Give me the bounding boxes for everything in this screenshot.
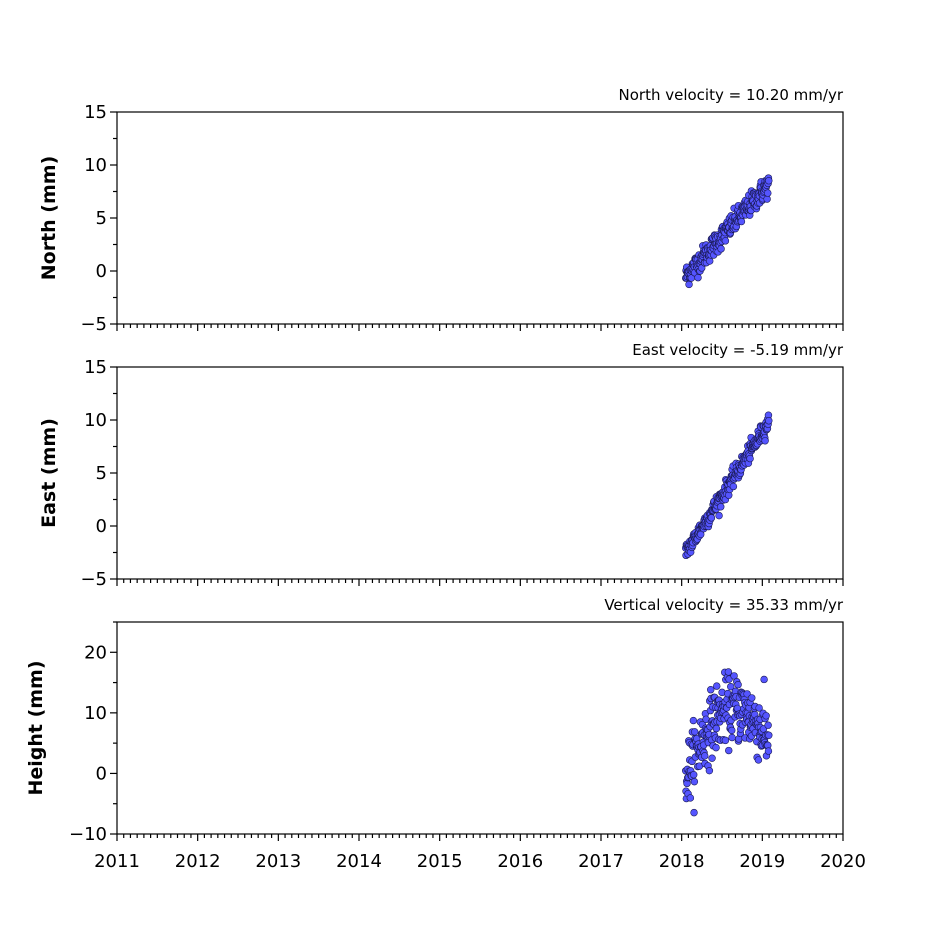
- data-point: [707, 686, 715, 694]
- x-tick-label: 2016: [497, 851, 543, 872]
- data-point: [694, 273, 702, 282]
- data-point: [761, 437, 769, 445]
- y-tick-label: 10: [84, 155, 107, 176]
- data-point: [737, 217, 746, 226]
- data-point: [721, 237, 730, 245]
- y-tick-label: 10: [84, 410, 107, 431]
- data-point: [734, 680, 742, 689]
- east-axes: −5 0 5 10 15: [80, 357, 844, 590]
- east-points: [681, 411, 773, 560]
- data-point: [764, 747, 773, 755]
- y-tick-label: 20: [84, 642, 107, 663]
- y-tick-label: 15: [84, 357, 107, 378]
- x-tick-label: 2012: [175, 851, 221, 872]
- x-tick-label: 2018: [659, 851, 705, 872]
- y-tick-label: −5: [80, 314, 107, 335]
- east-ylabel: East (mm): [38, 418, 60, 528]
- data-point: [686, 794, 695, 802]
- data-point: [743, 690, 751, 698]
- data-point: [715, 511, 723, 520]
- north-frame: [116, 111, 844, 325]
- data-point: [746, 454, 754, 463]
- y-tick-label: 5: [96, 463, 107, 484]
- y-tick-label: 0: [96, 261, 107, 282]
- data-point: [724, 668, 733, 676]
- north-axes: −5 0 5 10 15: [80, 102, 844, 335]
- data-point: [725, 746, 733, 755]
- data-point: [705, 766, 714, 775]
- data-point: [691, 728, 699, 736]
- data-point: [728, 733, 736, 742]
- y-tick-label: 0: [96, 763, 107, 784]
- data-point: [708, 754, 716, 762]
- x-tick-labels: 2011 2012 2013 2014 2015 2016 2017 2018 2019 2020: [94, 851, 866, 872]
- data-point: [765, 417, 773, 425]
- data-point: [717, 503, 725, 511]
- data-point: [764, 189, 772, 197]
- x-tick-label: 2013: [255, 851, 301, 872]
- height-axes: −10 0 10 20: [69, 621, 844, 845]
- data-point: [760, 675, 768, 684]
- data-point: [762, 712, 770, 720]
- y-tick-label: −10: [69, 824, 107, 845]
- north-velocity-title: North velocity = 10.20 mm/yr: [619, 86, 844, 104]
- height-panel: Vertical velocity = 35.33 mm/yr Height (…: [25, 596, 844, 845]
- east-panel: East velocity = -5.19 mm/yr East (mm) −5…: [38, 341, 844, 590]
- data-point: [765, 177, 773, 185]
- y-tick-label: −5: [80, 569, 107, 590]
- data-point: [765, 731, 773, 739]
- data-point: [701, 752, 709, 760]
- north-points: [681, 174, 773, 289]
- north-ylabel: North (mm): [38, 156, 60, 281]
- data-point: [748, 694, 756, 702]
- height-points: [681, 668, 773, 817]
- data-point: [721, 736, 730, 745]
- data-point: [690, 808, 698, 817]
- data-point: [727, 682, 735, 691]
- data-point: [755, 704, 763, 712]
- data-point: [706, 257, 714, 265]
- height-frame: [116, 621, 844, 835]
- data-point: [728, 726, 736, 735]
- y-tick-label: 10: [84, 703, 107, 724]
- data-point: [707, 514, 716, 522]
- x-tick-label: 2020: [820, 851, 866, 872]
- x-tick-label: 2011: [94, 851, 140, 872]
- height-ylabel: Height (mm): [25, 660, 47, 795]
- east-velocity-title: East velocity = -5.19 mm/yr: [632, 341, 844, 359]
- y-tick-label: 0: [96, 516, 107, 537]
- vertical-velocity-title: Vertical velocity = 35.33 mm/yr: [604, 596, 844, 614]
- data-point: [690, 771, 698, 779]
- data-point: [685, 280, 693, 289]
- data-point: [713, 682, 721, 690]
- x-tick-label: 2014: [336, 851, 382, 872]
- data-point: [689, 716, 698, 725]
- y-tick-label: 5: [96, 208, 107, 229]
- x-tick-label: 2017: [578, 851, 624, 872]
- data-point: [754, 756, 763, 764]
- data-point: [712, 724, 721, 733]
- data-point: [717, 245, 725, 253]
- x-tick-label: 2015: [417, 851, 463, 872]
- data-point: [690, 777, 699, 786]
- data-point: [764, 721, 772, 729]
- east-frame: [116, 366, 844, 580]
- data-point: [712, 743, 720, 752]
- data-point: [729, 482, 738, 491]
- x-tick-label: 2019: [739, 851, 785, 872]
- y-tick-label: 15: [84, 102, 107, 123]
- north-panel: North velocity = 10.20 mm/yr North (mm) …: [38, 86, 844, 335]
